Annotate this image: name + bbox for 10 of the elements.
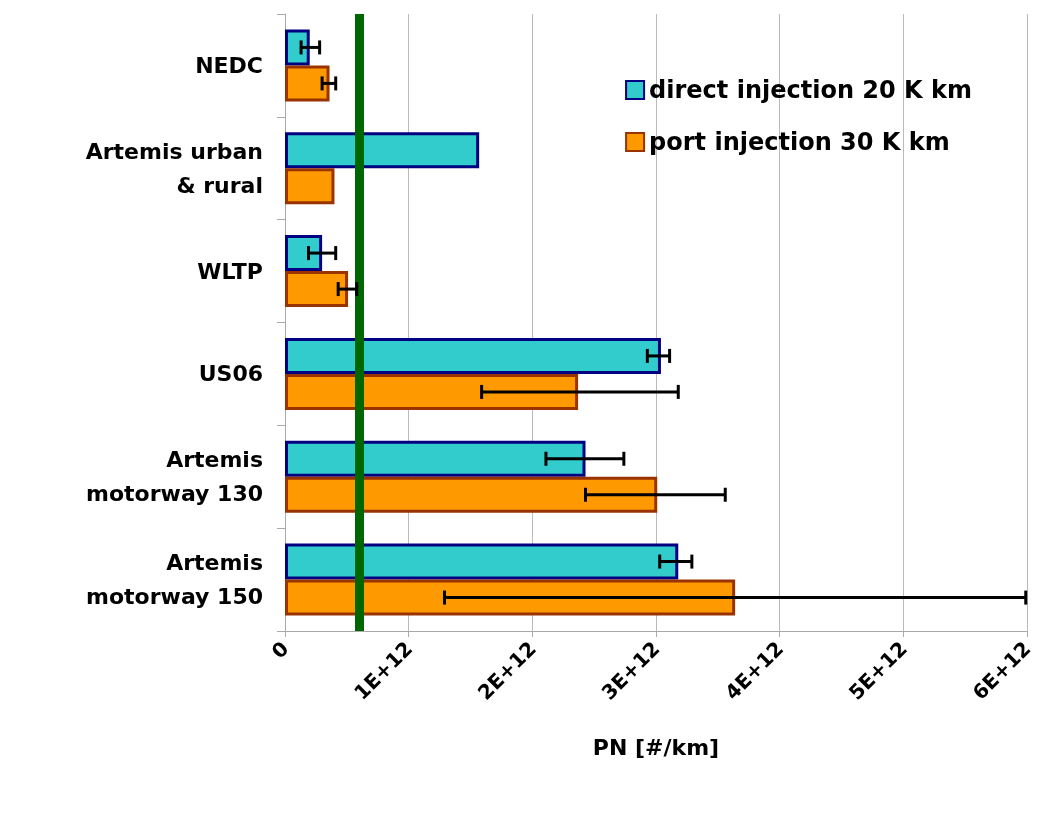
x-axis-title: PN [#/km] [592, 734, 720, 760]
y-tick-label: WLTP [197, 258, 263, 284]
y-tick-label: Artemis motorway 150 [86, 550, 263, 610]
legend-label: direct injection 20 K km [649, 76, 972, 104]
y-tick-label: Artemis urban & rural [85, 138, 263, 198]
y-tick-label: US06 [198, 361, 263, 387]
legend-label: port injection 30 K km [649, 128, 950, 156]
y-tick-label: Artemis motorway 130 [86, 447, 263, 507]
y-tick-label: NEDC [195, 52, 263, 78]
x-tick-label: 0 [266, 636, 294, 664]
